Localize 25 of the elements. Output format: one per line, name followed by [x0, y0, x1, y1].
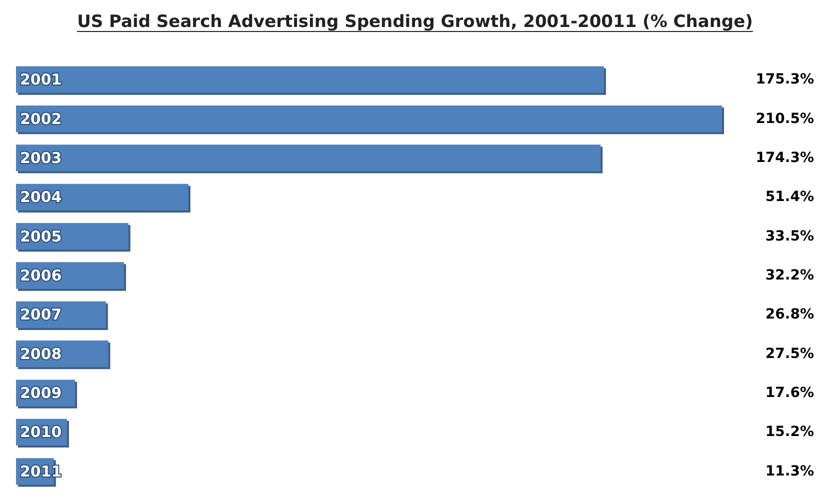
- y-tick-label: 2002: [20, 110, 62, 128]
- data-label: 33.5%: [765, 228, 814, 244]
- data-label: 11.3%: [765, 463, 814, 480]
- data-label: 174.3%: [756, 150, 814, 166]
- bar: [16, 105, 722, 132]
- chart-title: US Paid Search Advertising Spending Growth, 2001-20011 (% Change): [77, 12, 753, 32]
- y-tick-label: 2008: [20, 344, 62, 363]
- y-tick-label: 2003: [20, 148, 62, 167]
- bar: [16, 66, 604, 93]
- y-tick-label: 2010: [20, 423, 62, 442]
- y-tick-label: 2006: [20, 266, 62, 284]
- y-tick-label: 2009: [20, 384, 62, 402]
- data-label: 32.2%: [765, 268, 814, 284]
- data-label: 175.3%: [756, 72, 814, 88]
- data-label: 27.5%: [765, 346, 814, 362]
- y-tick-label: 2001: [20, 70, 62, 89]
- y-tick-label: 2005: [20, 227, 62, 246]
- data-label: 26.8%: [765, 306, 814, 323]
- data-label: 210.5%: [756, 110, 814, 127]
- y-tick-label: 2007: [20, 306, 62, 324]
- bar: [16, 144, 601, 172]
- data-label: 15.2%: [765, 424, 814, 440]
- y-tick-label: 2004: [20, 188, 62, 206]
- data-label: 51.4%: [765, 189, 814, 206]
- data-label: 17.6%: [765, 385, 814, 402]
